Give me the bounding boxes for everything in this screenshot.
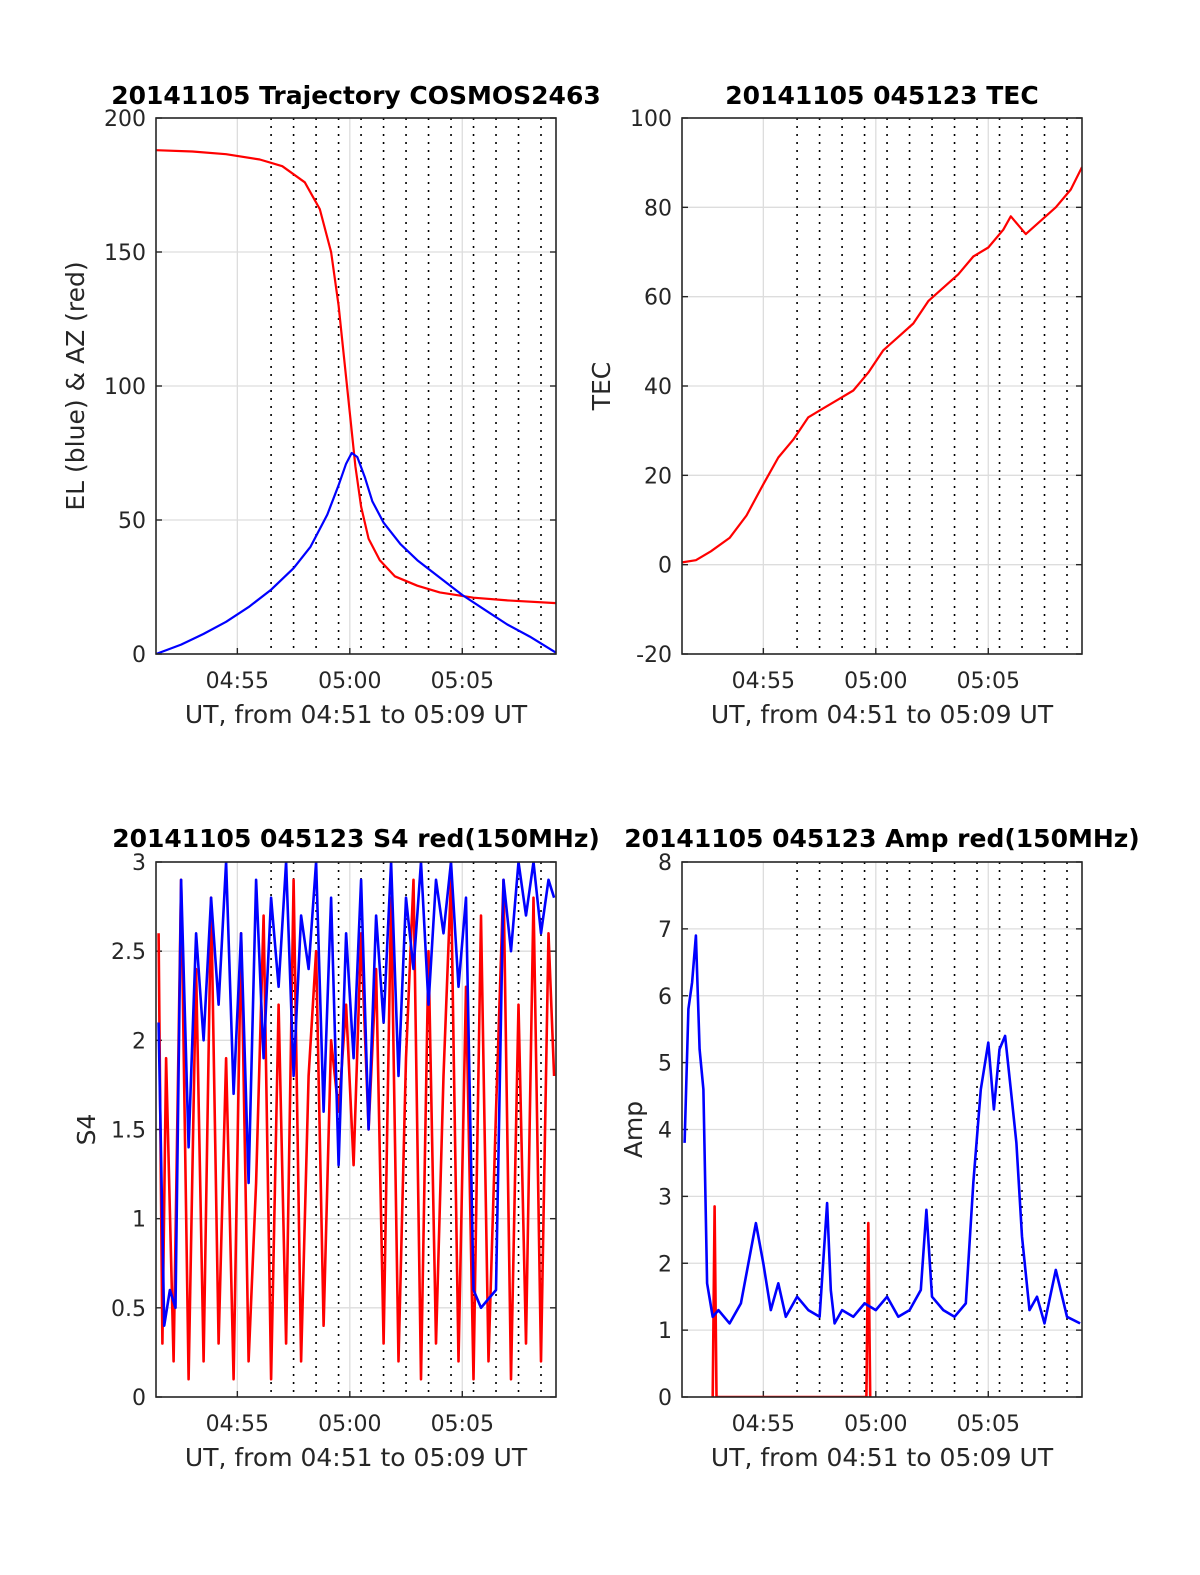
y-tick-label: 60 bbox=[644, 286, 672, 311]
y-tick-label: 2 bbox=[658, 1252, 672, 1277]
plot-area bbox=[157, 862, 556, 1381]
plot-area bbox=[683, 934, 1081, 1397]
x-tick-label: 05:00 bbox=[844, 669, 907, 694]
y-axis-label: Amp bbox=[619, 1101, 648, 1158]
series-2-line bbox=[156, 451, 556, 654]
y-tick-label: 1.5 bbox=[111, 1119, 146, 1144]
x-tick-label: 05:05 bbox=[431, 669, 494, 694]
series-1-line bbox=[157, 878, 556, 1381]
chart-title: 20141105 045123 TEC bbox=[725, 81, 1038, 110]
chart-2: -20 0 20 40 60 80 100 04:55 05:00 05:05 20141105 0… bbox=[587, 81, 1083, 729]
chart-title: 20141105 045123 Amp red(150MHz) bbox=[624, 824, 1140, 853]
y-tick-label: 4 bbox=[658, 1119, 672, 1144]
y-tick-label: 8 bbox=[658, 851, 672, 876]
x-tick-label: 05:00 bbox=[318, 669, 381, 694]
x-tick-label: 05:00 bbox=[844, 1412, 907, 1437]
y-tick-label: 0 bbox=[658, 1386, 672, 1411]
series-1-line bbox=[711, 1205, 872, 1397]
y-tick-label: 1 bbox=[132, 1208, 146, 1233]
y-tick-label: 5 bbox=[658, 1052, 672, 1077]
x-tick-label: 04:55 bbox=[732, 669, 795, 694]
x-tick-label: 05:05 bbox=[431, 1412, 494, 1437]
y-tick-label: 100 bbox=[104, 375, 146, 400]
x-axis-label: UT, from 04:51 to 05:09 UT bbox=[185, 700, 528, 729]
y-tick-label: 50 bbox=[118, 509, 146, 534]
y-axis-label: TEC bbox=[587, 362, 616, 412]
x-tick-label: 05:05 bbox=[957, 1412, 1020, 1437]
y-tick-label: 7 bbox=[658, 918, 672, 943]
y-tick-label: 0 bbox=[658, 554, 672, 579]
x-axis-label: UT, from 04:51 to 05:09 UT bbox=[711, 700, 1054, 729]
y-tick-label: 1 bbox=[658, 1319, 672, 1344]
chart-title: 20141105 045123 S4 red(150MHz) bbox=[112, 824, 600, 853]
chart-4: 0 1 2 3 4 5 6 7 8 04:55 05:00 05:05 20141105 045123 … bbox=[619, 824, 1140, 1472]
y-tick-label: 20 bbox=[644, 464, 672, 489]
series-2-line bbox=[683, 934, 1081, 1325]
axes-frame bbox=[155, 861, 557, 1398]
chart-1: 0 50 100 150 200 04:55 05:00 05:05 20141105 Traj… bbox=[61, 81, 601, 729]
axes-frame bbox=[681, 861, 1083, 1398]
plot-area bbox=[682, 166, 1082, 564]
y-tick-label: 3 bbox=[132, 851, 146, 876]
axes-frame bbox=[155, 117, 557, 655]
y-tick-label: 0 bbox=[132, 1386, 146, 1411]
x-tick-label: 05:05 bbox=[957, 669, 1020, 694]
y-tick-label: 2.5 bbox=[111, 940, 146, 965]
y-tick-label: 2 bbox=[132, 1029, 146, 1054]
y-tick-label: 3 bbox=[658, 1185, 672, 1210]
y-tick-label: 100 bbox=[630, 107, 672, 132]
y-tick-label: 0 bbox=[132, 643, 146, 668]
x-tick-label: 04:55 bbox=[206, 669, 269, 694]
axes-frame bbox=[681, 117, 1083, 655]
x-axis-label: UT, from 04:51 to 05:09 UT bbox=[185, 1443, 528, 1472]
x-tick-label: 04:55 bbox=[206, 1412, 269, 1437]
x-tick-label: 05:00 bbox=[318, 1412, 381, 1437]
chart-3: 0 0.5 1 1.5 2 2.5 3 04:55 05:00 05:05 20141105 045… bbox=[72, 824, 600, 1472]
x-tick-label: 04:55 bbox=[732, 1412, 795, 1437]
x-axis-label: UT, from 04:51 to 05:09 UT bbox=[711, 1443, 1054, 1472]
y-tick-label: 6 bbox=[658, 985, 672, 1010]
y-tick-label: 200 bbox=[104, 107, 146, 132]
y-tick-label: 150 bbox=[104, 241, 146, 266]
y-tick-label: 0.5 bbox=[111, 1297, 146, 1322]
plot-area bbox=[156, 149, 556, 654]
y-tick-label: -20 bbox=[636, 643, 672, 668]
y-axis-label: EL (blue) & AZ (red) bbox=[61, 261, 90, 510]
series-1-line bbox=[156, 149, 556, 605]
series-2-line bbox=[157, 862, 556, 1327]
y-tick-label: 80 bbox=[644, 196, 672, 221]
chart-title: 20141105 Trajectory COSMOS2463 bbox=[111, 81, 601, 110]
y-axis-label: S4 bbox=[72, 1114, 101, 1146]
series-1-line bbox=[682, 166, 1082, 564]
y-tick-label: 40 bbox=[644, 375, 672, 400]
